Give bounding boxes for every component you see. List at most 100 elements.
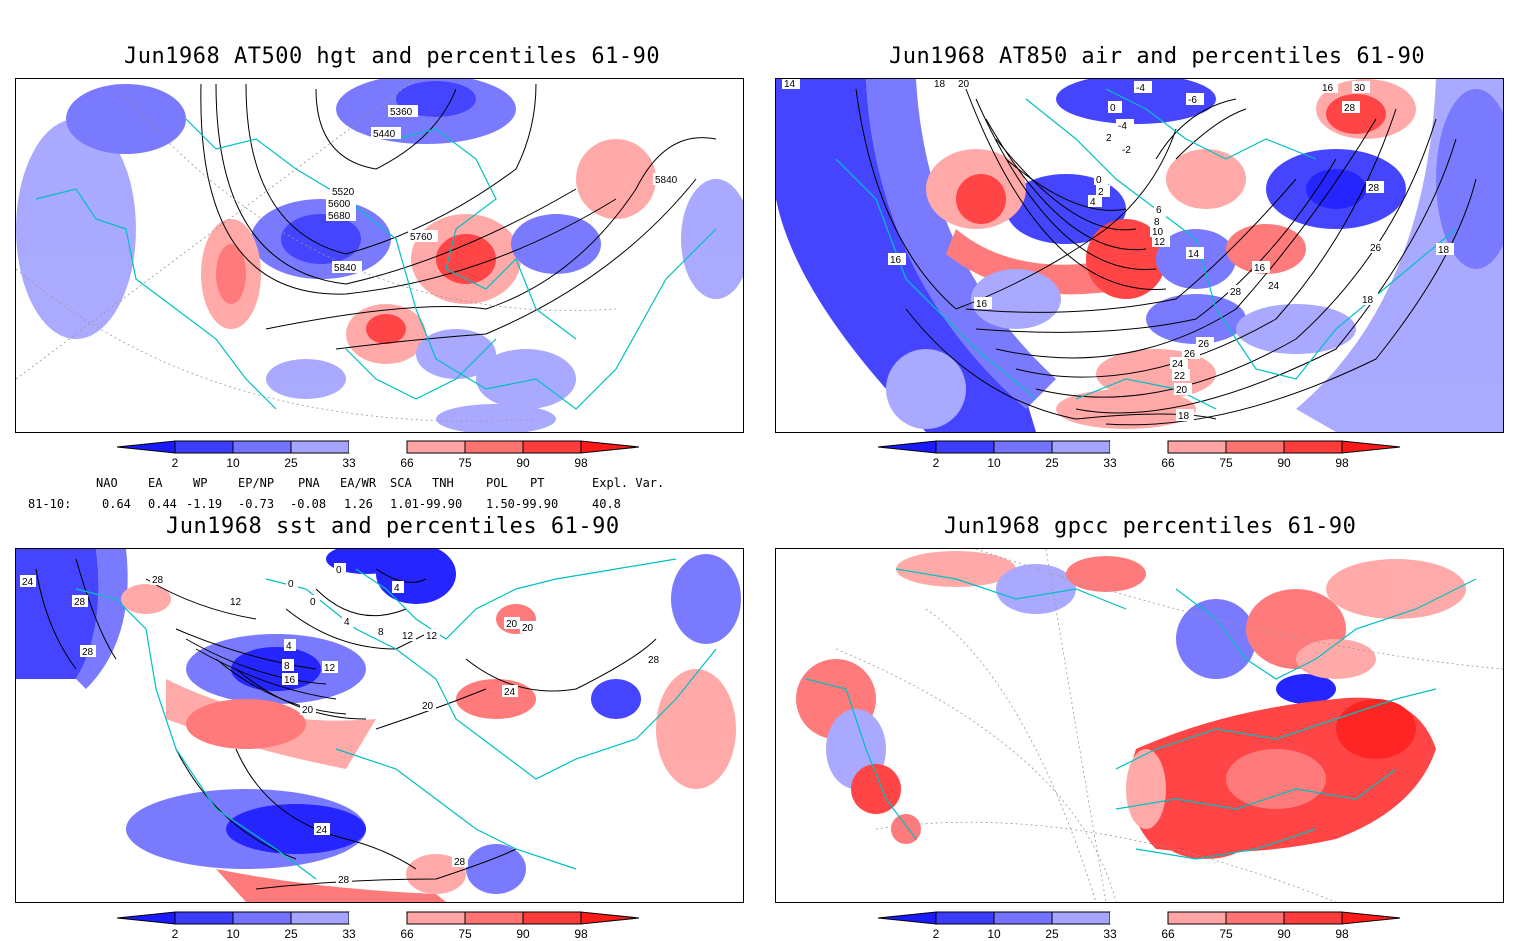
svg-text:0: 0 [288,579,294,590]
colorbar-label: 2 [933,456,940,470]
colorbar-segment [174,440,234,454]
contour-label: 5840 [655,175,678,186]
colorbar-segment [1110,441,1168,453]
colorbar-label: 10 [226,456,240,470]
contour-label: 5600 [328,199,351,210]
index-value: 1.01-99.90 [390,497,463,511]
colorbar-segment [1167,440,1227,454]
colorbar-label: 25 [1045,927,1059,941]
colorbar-canvas: 2 10 25 33 66 75 90 98 [117,911,640,941]
svg-text:10: 10 [1152,227,1164,238]
colorbar-label: 90 [1277,456,1291,470]
colorbar-label: 75 [458,927,472,941]
svg-text:28: 28 [338,875,350,886]
colorbar-label: 66 [1161,927,1175,941]
map-sst-canvas: 24 28 28 28 12 0 0 0 4 4 8 12 12 4 8 12 … [16,549,741,902]
svg-text:12: 12 [1154,237,1166,248]
colorbar-arrow-high [580,440,640,454]
colorbar-segment [464,911,524,925]
index-header: EP/NP [238,476,275,490]
colorbar-segment [174,911,234,925]
svg-text:4: 4 [286,641,292,652]
colorbar-arrow-high [1341,440,1401,454]
map-hgt500: 5360 5440 5520 5600 5680 5760 5840 5840 [15,78,744,433]
svg-text:16: 16 [1254,263,1266,274]
colorbar-arrow-low [117,440,176,454]
svg-text:6: 6 [1156,205,1162,216]
svg-text:28: 28 [1344,103,1356,114]
svg-text:18: 18 [1438,245,1450,256]
colorbar-segment [522,911,582,925]
colorbar-canvas: 2 10 25 33 66 75 90 98 [878,911,1401,941]
colorbar-label: 66 [400,456,414,470]
svg-text:26: 26 [1198,339,1210,350]
colorbar-label: 25 [284,927,298,941]
svg-text:24: 24 [1268,281,1280,292]
colorbar-segment [406,911,466,925]
colorbar-segment [1167,911,1227,925]
colorbar-label: 75 [1219,456,1233,470]
svg-text:22: 22 [1174,371,1186,382]
panel-title-air850: Jun1968 AT850 air and percentiles 61-90 [889,44,1426,69]
svg-text:20: 20 [958,79,970,90]
colorbar-arrow-low [117,911,176,925]
colorbar-segment [464,440,524,454]
index-value: 0.44 [148,497,177,511]
index-header: POL [486,476,508,490]
teleconnection-indices: NAO EA WP EP/NP PNA EA/WR SCA TNH POL PT… [0,476,760,516]
index-header: Expl. Var. [592,476,665,490]
colorbar-label: 25 [1045,456,1059,470]
svg-text:18: 18 [934,79,946,90]
svg-text:2: 2 [1098,187,1104,198]
colorbar-segment [935,911,995,925]
colorbar-label: 25 [284,456,298,470]
svg-text:4: 4 [344,617,350,628]
colorbar-label: 98 [1335,456,1349,470]
index-header: EA [148,476,163,490]
index-value: 0.64 [102,497,131,511]
svg-text:26: 26 [1370,243,1382,254]
svg-text:20: 20 [522,623,534,634]
contour-label: 5520 [332,187,355,198]
colorbar-segment [993,911,1053,925]
colorbar-segment [232,911,292,925]
svg-text:24: 24 [316,825,328,836]
colorbar-arrow-high [1341,911,1401,925]
colorbar-canvas: 2 10 25 33 66 75 90 98 [117,440,640,470]
colorbar-label: 2 [172,456,179,470]
contour-label: 5360 [390,107,413,118]
colorbar-segment [1283,440,1343,454]
colorbar-label: 98 [574,456,588,470]
index-header: WP [193,476,208,490]
colorbar-segment [522,440,582,454]
svg-text:0: 0 [1096,175,1102,186]
svg-text:30: 30 [1354,83,1366,94]
svg-text:28: 28 [152,575,164,586]
svg-text:0: 0 [1110,103,1116,114]
svg-text:20: 20 [506,619,518,630]
colorbar-top-left: 2 10 25 33 66 75 90 98 [117,440,647,470]
svg-text:28: 28 [1368,183,1380,194]
contour-label: 5440 [373,129,396,140]
svg-text:-2: -2 [1122,145,1131,156]
colorbar-label: 66 [400,927,414,941]
colorbar-label: 90 [516,927,530,941]
colorbar-arrow-low [878,911,937,925]
colorbar-bottom-left: 2 10 25 33 66 75 90 98 [117,911,647,941]
panel-title-hgt500: Jun1968 AT500 hgt and percentiles 61-90 [124,44,661,69]
index-header: PNA [298,476,320,490]
svg-text:14: 14 [784,79,796,90]
colorbar-label: 75 [1219,927,1233,941]
colorbar-canvas: 2 10 25 33 66 75 90 98 [878,440,1401,470]
colorbar-label: 33 [1103,927,1117,941]
index-header: SCA [390,476,412,490]
index-value: -0.08 [290,497,327,511]
colorbar-label: 90 [516,456,530,470]
colorbar-segment [1283,911,1343,925]
colorbar-segment [1051,440,1111,454]
index-header: PT [530,476,545,490]
svg-text:-4: -4 [1118,121,1127,132]
colorbar-label: 33 [342,927,356,941]
svg-text:28: 28 [82,647,94,658]
svg-text:28: 28 [74,597,86,608]
